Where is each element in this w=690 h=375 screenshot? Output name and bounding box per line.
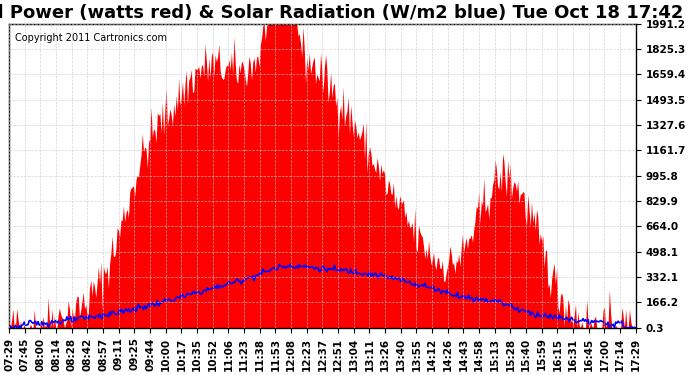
Text: Copyright 2011 Cartronics.com: Copyright 2011 Cartronics.com (15, 33, 168, 43)
Title: Grid Power (watts red) & Solar Radiation (W/m2 blue) Tue Oct 18 17:42: Grid Power (watts red) & Solar Radiation… (0, 4, 684, 22)
